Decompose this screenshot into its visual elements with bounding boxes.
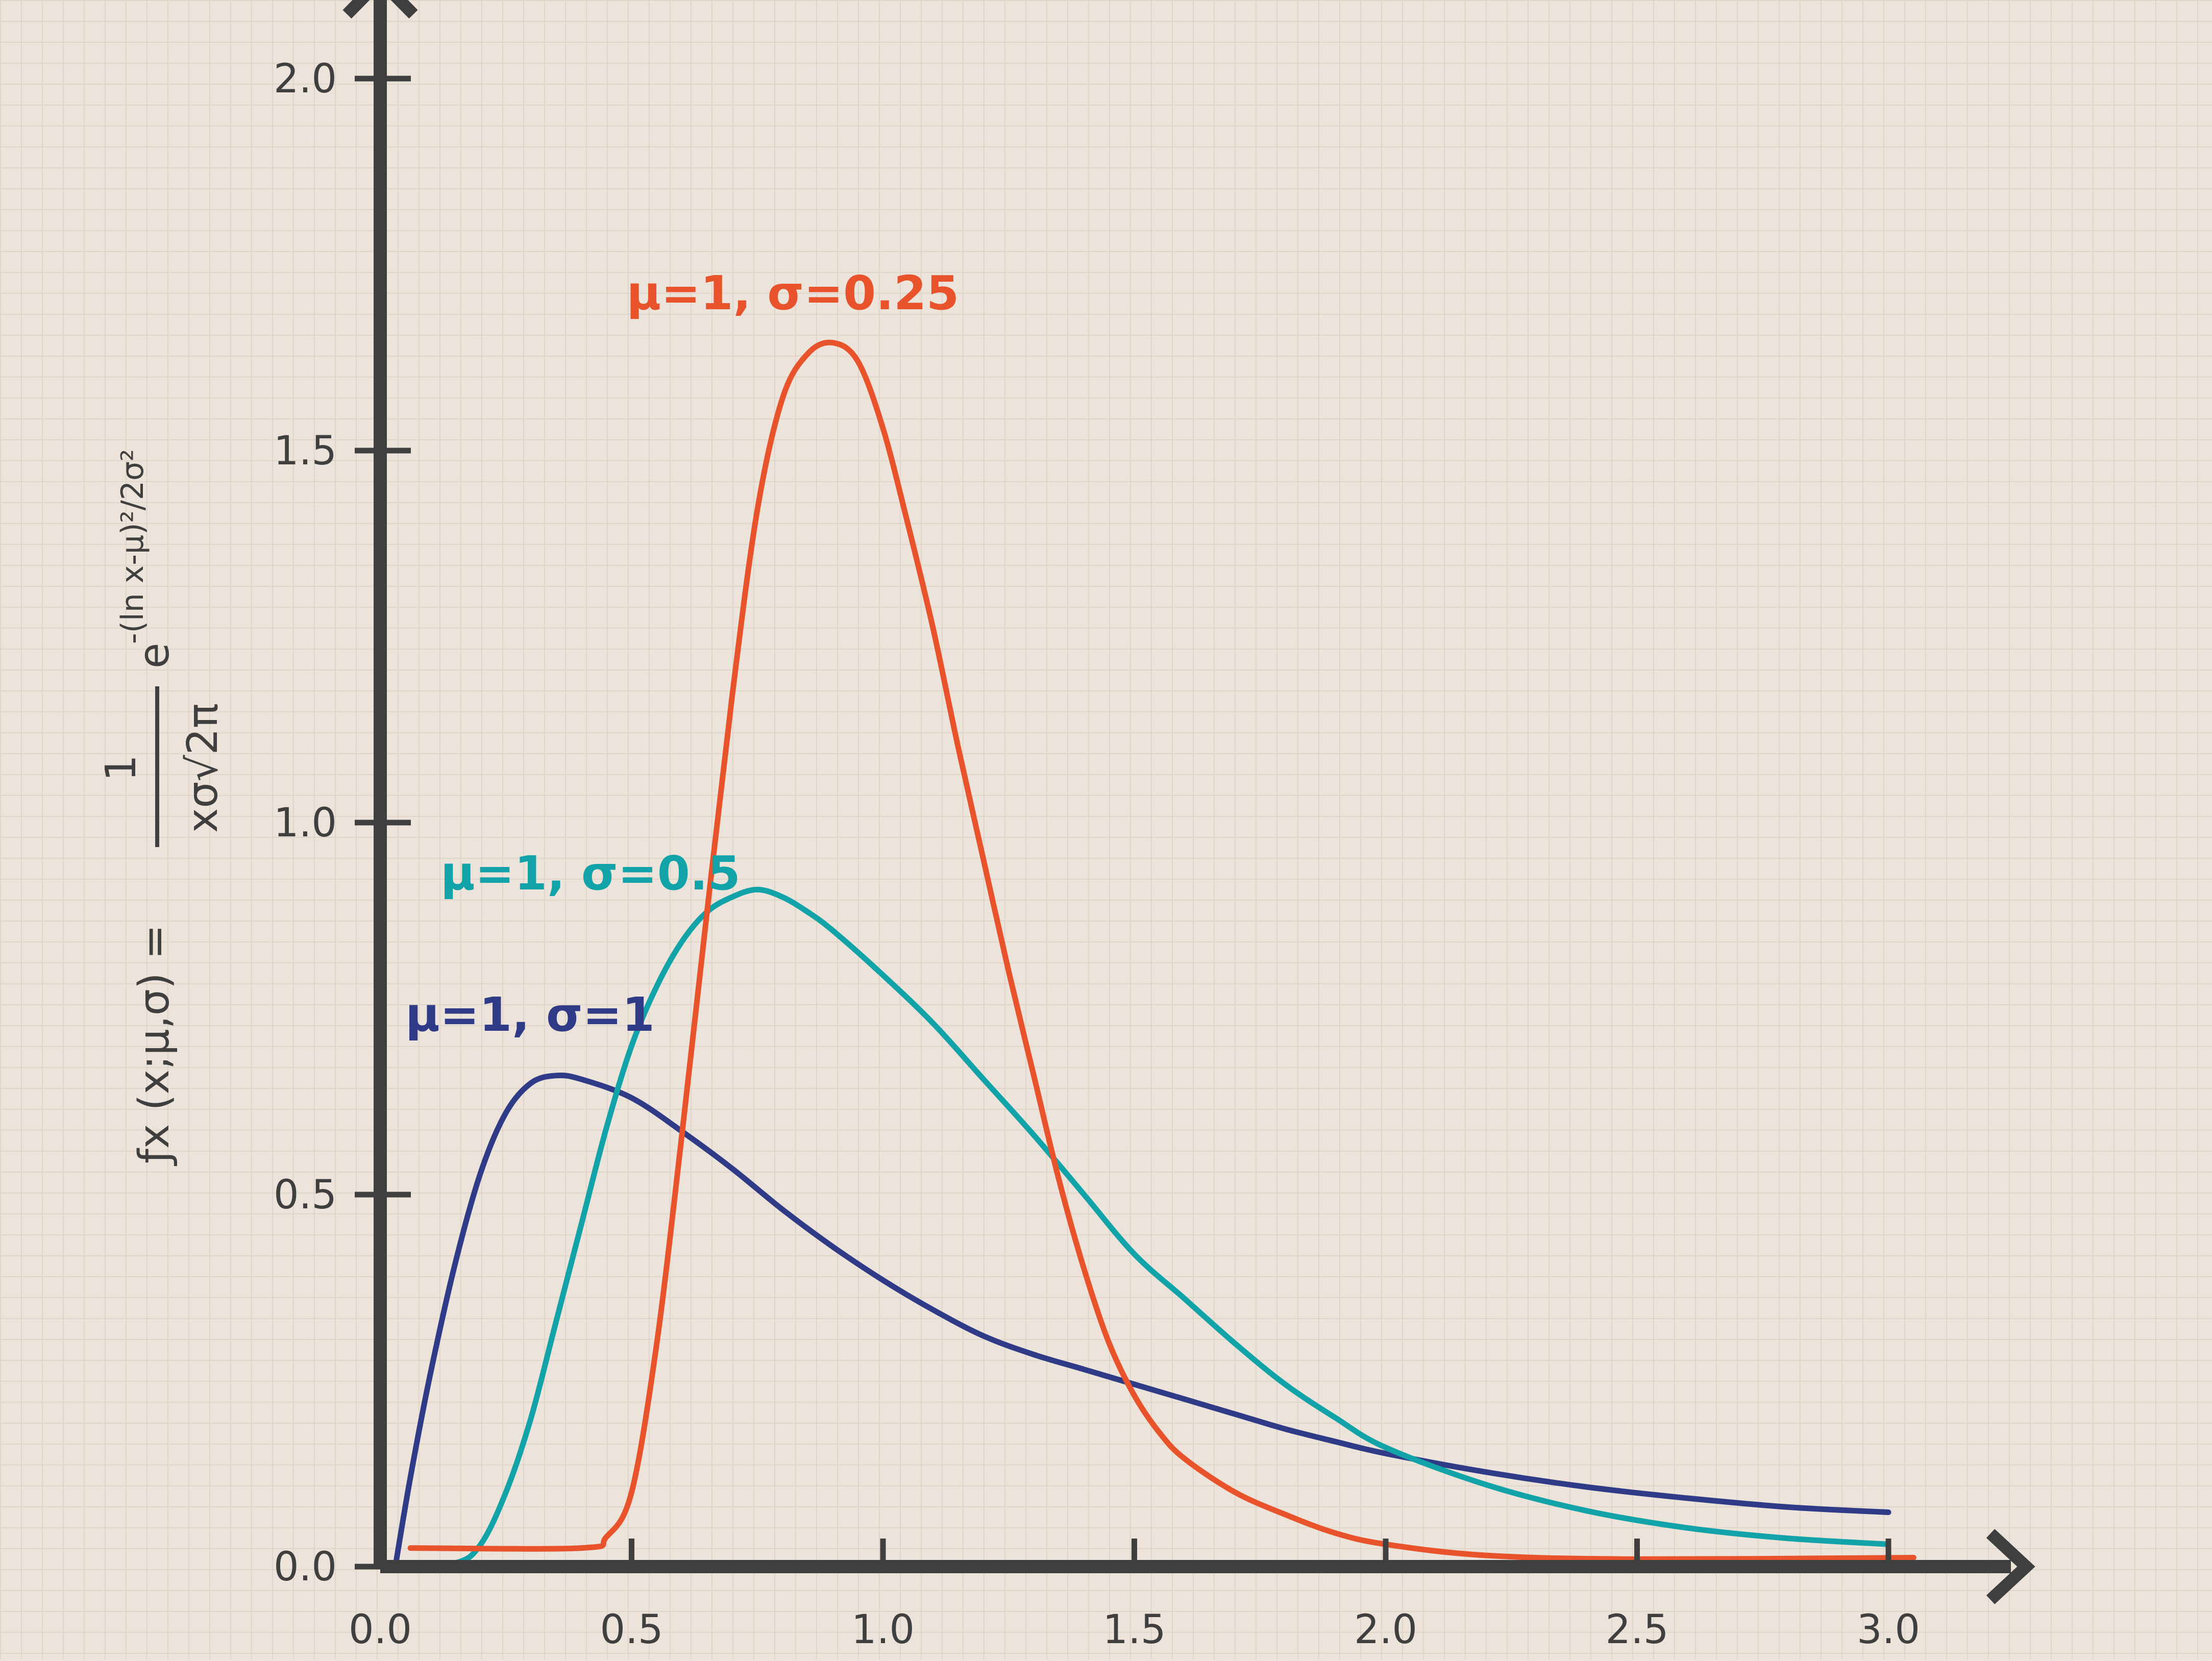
x-tick-label: 2.5: [1605, 1607, 1668, 1653]
x-tick-label: 0.0: [349, 1607, 412, 1653]
series-line-2: [407, 339, 1916, 1562]
series-line-0: [392, 1072, 1891, 1570]
x-tick-label: 3.0: [1857, 1607, 1920, 1653]
x-tick-label: 2.0: [1354, 1607, 1417, 1653]
formula-denominator: xσ√2π: [179, 703, 227, 833]
y-tick-label: 0.0: [274, 1544, 337, 1590]
formula-base: e: [130, 643, 179, 668]
series-label-2: μ=1, σ=0.25: [627, 266, 960, 320]
y-tick-label: 1.5: [274, 428, 337, 474]
ticks-layer: 0.0 0.5 1.0 1.5 2.0 2.5 3.0 0.0 0.5 1.0 1.5 2.0: [274, 56, 1920, 1653]
series-label-0: μ=1, σ=1: [405, 987, 655, 1042]
x-tick-label: 0.5: [600, 1607, 663, 1653]
y-tick-label: 2.0: [274, 56, 337, 102]
series-layer: [392, 339, 1916, 1570]
y-tick-label: 0.5: [274, 1172, 337, 1218]
x-tick-label: 1.0: [851, 1607, 915, 1653]
series-labels: μ=1, σ=1 μ=1, σ=0.5 μ=1, σ=0.25: [405, 266, 959, 1042]
y-axis-formula: ƒx (x;μ,σ) = 1 xσ√2π e -(ln x-μ)²/2σ²: [97, 449, 227, 1167]
series-label-1: μ=1, σ=0.5: [440, 846, 740, 901]
formula-exponent: -(ln x-μ)²/2σ²: [115, 449, 151, 644]
x-tick-label: 1.5: [1102, 1607, 1166, 1653]
x-axis-arrow: [1986, 1529, 2035, 1604]
axes: [342, 0, 2035, 1604]
formula-lhs: ƒx (x;μ,σ) =: [130, 924, 179, 1167]
y-axis-arrow: [342, 0, 418, 19]
formula-numerator: 1: [97, 755, 145, 781]
series-line-1: [402, 886, 1891, 1567]
y-tick-label: 1.0: [274, 800, 337, 846]
